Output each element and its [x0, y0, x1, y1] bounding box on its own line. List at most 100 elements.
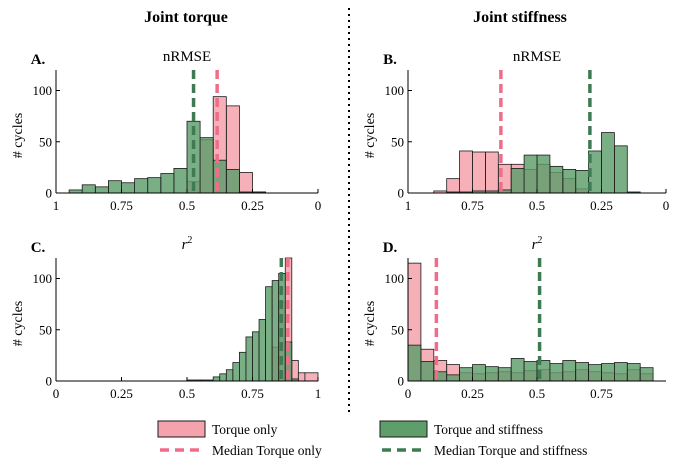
y-tick-label: 100 — [385, 271, 405, 286]
bars-torque-and-stiffness-b — [446, 132, 641, 194]
x-tick-label: 0.75 — [241, 386, 264, 401]
bar — [245, 336, 253, 382]
bar — [510, 358, 525, 382]
bar — [147, 177, 162, 194]
bar — [626, 363, 641, 382]
bar — [575, 170, 590, 194]
bar — [258, 319, 266, 382]
x-tick-label: 0.5 — [179, 198, 195, 213]
panel-letter: C. — [31, 240, 46, 256]
panel-a: 0 50 100 1 0.75 0.5 0.25 0 # cycles A. nRMSE — [11, 49, 321, 213]
bar — [94, 186, 109, 194]
bar — [199, 137, 214, 194]
x-tick-label: 1 — [53, 198, 60, 213]
bar — [420, 361, 435, 382]
bar — [549, 363, 564, 382]
bar — [304, 372, 319, 382]
bar — [472, 151, 486, 194]
y-tick-label: 50 — [391, 322, 404, 337]
bar — [134, 178, 149, 194]
x-tick-label: 0 — [663, 198, 670, 213]
x-tick-label: 0.25 — [590, 198, 613, 213]
bar — [271, 280, 280, 382]
panel-letter: D. — [383, 240, 398, 256]
panel-d: 0 50 100 0 0.25 0.5 0.75 # cycles D. r2 — [363, 235, 666, 401]
bar — [588, 364, 602, 382]
y-tick-label: 0 — [398, 186, 405, 201]
bar — [562, 169, 577, 194]
x-tick-label: 0.75 — [590, 386, 613, 401]
panel-c: 0 50 100 0 0.25 0.5 0.75 1 # cycles C. r2 — [11, 235, 321, 401]
x-tick-label: 0.25 — [461, 386, 484, 401]
legend-label-torque-only: Torque only — [212, 422, 278, 437]
bar — [484, 151, 499, 194]
y-axis-label: # cycles — [363, 113, 378, 158]
panel-letter: A. — [31, 52, 46, 68]
column-title-torque: Joint torque — [144, 9, 228, 26]
bar — [81, 184, 96, 194]
y-tick-label: 50 — [39, 134, 52, 149]
bar — [219, 373, 227, 382]
y-axis-label: # cycles — [363, 301, 378, 346]
bar — [497, 367, 512, 382]
x-tick-label: 0 — [315, 198, 322, 213]
y-tick-label: 100 — [33, 83, 53, 98]
x-tick-label: 0.25 — [110, 386, 133, 401]
y-tick-label: 0 — [398, 374, 405, 389]
bar — [614, 362, 628, 382]
y-tick-label: 50 — [39, 322, 52, 337]
panel-title: r2 — [182, 235, 193, 253]
bar — [225, 369, 234, 382]
panel-title: r2 — [532, 235, 543, 253]
bar — [601, 132, 615, 194]
panel-letter: B. — [383, 52, 397, 68]
bar — [446, 178, 461, 194]
x-tick-label: 1 — [315, 386, 322, 401]
bar — [523, 154, 538, 194]
y-tick-label: 100 — [33, 271, 53, 286]
bar — [291, 360, 299, 382]
x-tick-label: 0.5 — [529, 386, 545, 401]
bar — [225, 169, 240, 194]
x-tick-label: 1 — [405, 198, 412, 213]
panel-title: nRMSE — [163, 49, 211, 65]
bar — [238, 351, 247, 382]
bar — [472, 364, 486, 382]
legend: Torque only Torque and stiffness Median … — [157, 420, 587, 458]
x-tick-label: 0.25 — [241, 198, 264, 213]
bar — [252, 331, 260, 382]
bar — [614, 145, 628, 194]
legend-swatch-torque-and-stiffness — [379, 420, 428, 438]
y-tick-label: 0 — [46, 186, 53, 201]
bar — [173, 167, 188, 194]
y-axis-label: # cycles — [11, 113, 26, 158]
y-tick-label: 0 — [46, 374, 53, 389]
bar — [238, 172, 253, 194]
bar — [639, 367, 654, 382]
bar — [121, 182, 136, 194]
bar — [297, 372, 306, 382]
x-tick-label: 0.75 — [461, 198, 484, 213]
bar — [446, 374, 461, 382]
x-tick-label: 0 — [53, 386, 60, 401]
bar — [232, 362, 240, 382]
bar — [212, 159, 227, 194]
bar — [562, 360, 577, 382]
y-tick-label: 50 — [391, 134, 404, 149]
bar — [459, 150, 473, 194]
panel-b: 0 50 100 1 0.75 0.5 0.25 0 # cycles B. nRMSE — [363, 49, 669, 213]
bar — [212, 376, 221, 382]
bar — [459, 367, 473, 382]
bar — [265, 286, 273, 382]
panel-title: nRMSE — [513, 49, 561, 65]
bar — [484, 366, 499, 382]
legend-swatch-torque-only — [157, 420, 206, 438]
column-title-stiffness: Joint stiffness — [473, 9, 567, 26]
x-tick-label: 0.5 — [529, 198, 545, 213]
bar — [549, 165, 564, 194]
y-axis-label: # cycles — [11, 301, 26, 346]
bar — [510, 167, 525, 194]
legend-label-torque-and-stiffness: Torque and stiffness — [434, 422, 543, 437]
